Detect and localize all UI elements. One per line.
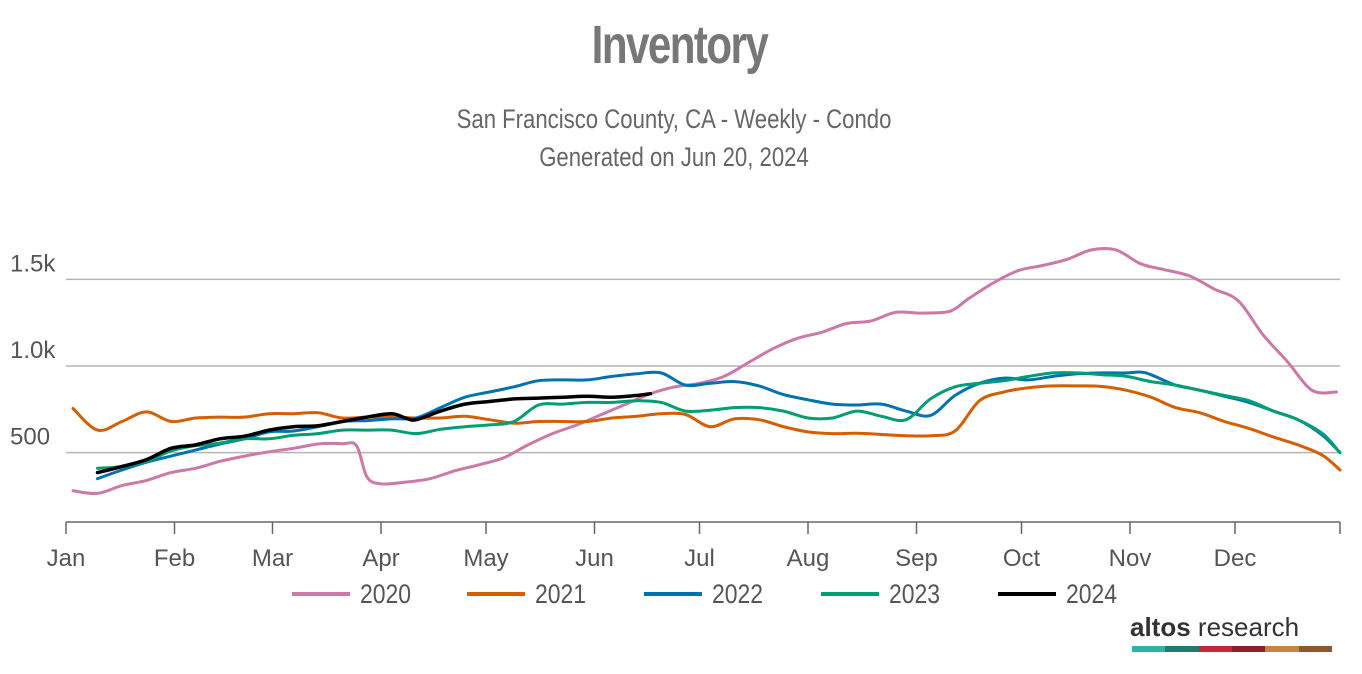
legend-item-2024: 2024 — [998, 576, 1126, 612]
x-tick-label: Jan — [47, 545, 86, 572]
brand-bar-segment — [1165, 646, 1199, 652]
brand-bar-segment — [1298, 646, 1332, 652]
y-tick-label: 1.5k — [10, 250, 56, 277]
series-line-2021 — [71, 384, 1342, 472]
series-line-2020 — [71, 246, 1338, 496]
brand-name-regular: research — [1190, 612, 1300, 642]
legend-swatch — [644, 592, 702, 596]
legend-swatch — [292, 592, 350, 596]
legend: 2020 2021 2022 2023 2024 — [0, 576, 1362, 612]
x-tick-label: Sep — [895, 545, 938, 572]
y-axis-ticks: 500 1.0k 1.5k — [10, 250, 56, 450]
legend-swatch — [467, 592, 525, 596]
x-tick-label: Apr — [362, 545, 399, 572]
grid-lines — [66, 278, 1340, 454]
brand-bar-segment — [1198, 646, 1232, 652]
legend-swatch — [821, 592, 879, 596]
brand-name-bold: altos — [1130, 612, 1191, 642]
brand-color-bar — [1132, 646, 1332, 652]
legend-item-2022: 2022 — [644, 576, 772, 612]
altos-research-logo: altos research — [1130, 612, 1334, 656]
x-tick-label: Mar — [252, 545, 293, 572]
x-tick-label: Oct — [1003, 545, 1041, 572]
legend-label: 2023 — [889, 578, 941, 609]
x-tick-label: Feb — [154, 545, 195, 572]
generated-date: Generated on Jun 20, 2024 — [539, 142, 809, 172]
x-axis: Jan Feb Mar Apr May Jun Jul Aug Sep Oct Nov Dec — [47, 521, 1341, 572]
x-tick-label: Nov — [1109, 545, 1152, 572]
chart-subtitle: San Francisco County, CA - Weekly - Cond… — [456, 104, 892, 134]
x-tick-label: Jul — [684, 545, 715, 572]
brand-bar-segment — [1265, 646, 1299, 652]
series-lines — [71, 246, 1342, 496]
chart-title: Inventory — [591, 15, 769, 75]
y-tick-label: 500 — [10, 424, 50, 451]
legend-label: 2022 — [712, 578, 764, 609]
legend-label: 2020 — [360, 578, 412, 609]
series-line-2022 — [96, 370, 1342, 481]
legend-item-2020: 2020 — [292, 576, 420, 612]
x-tick-label: Aug — [787, 545, 830, 572]
x-tick-label: Jun — [575, 545, 614, 572]
y-tick-label: 1.0k — [10, 337, 56, 364]
brand-bar-segment — [1132, 646, 1166, 652]
series-line-2023 — [96, 371, 1342, 470]
legend-label: 2024 — [1066, 578, 1118, 609]
brand-wordmark: altos research — [1130, 612, 1334, 643]
x-tick-label: May — [463, 545, 508, 572]
legend-item-2023: 2023 — [821, 576, 949, 612]
legend-swatch — [998, 592, 1056, 596]
legend-item-2021: 2021 — [467, 576, 595, 612]
series-line-2024 — [95, 391, 653, 475]
legend-label: 2021 — [535, 578, 587, 609]
brand-bar-segment — [1231, 646, 1266, 652]
x-tick-label: Dec — [1214, 545, 1257, 572]
